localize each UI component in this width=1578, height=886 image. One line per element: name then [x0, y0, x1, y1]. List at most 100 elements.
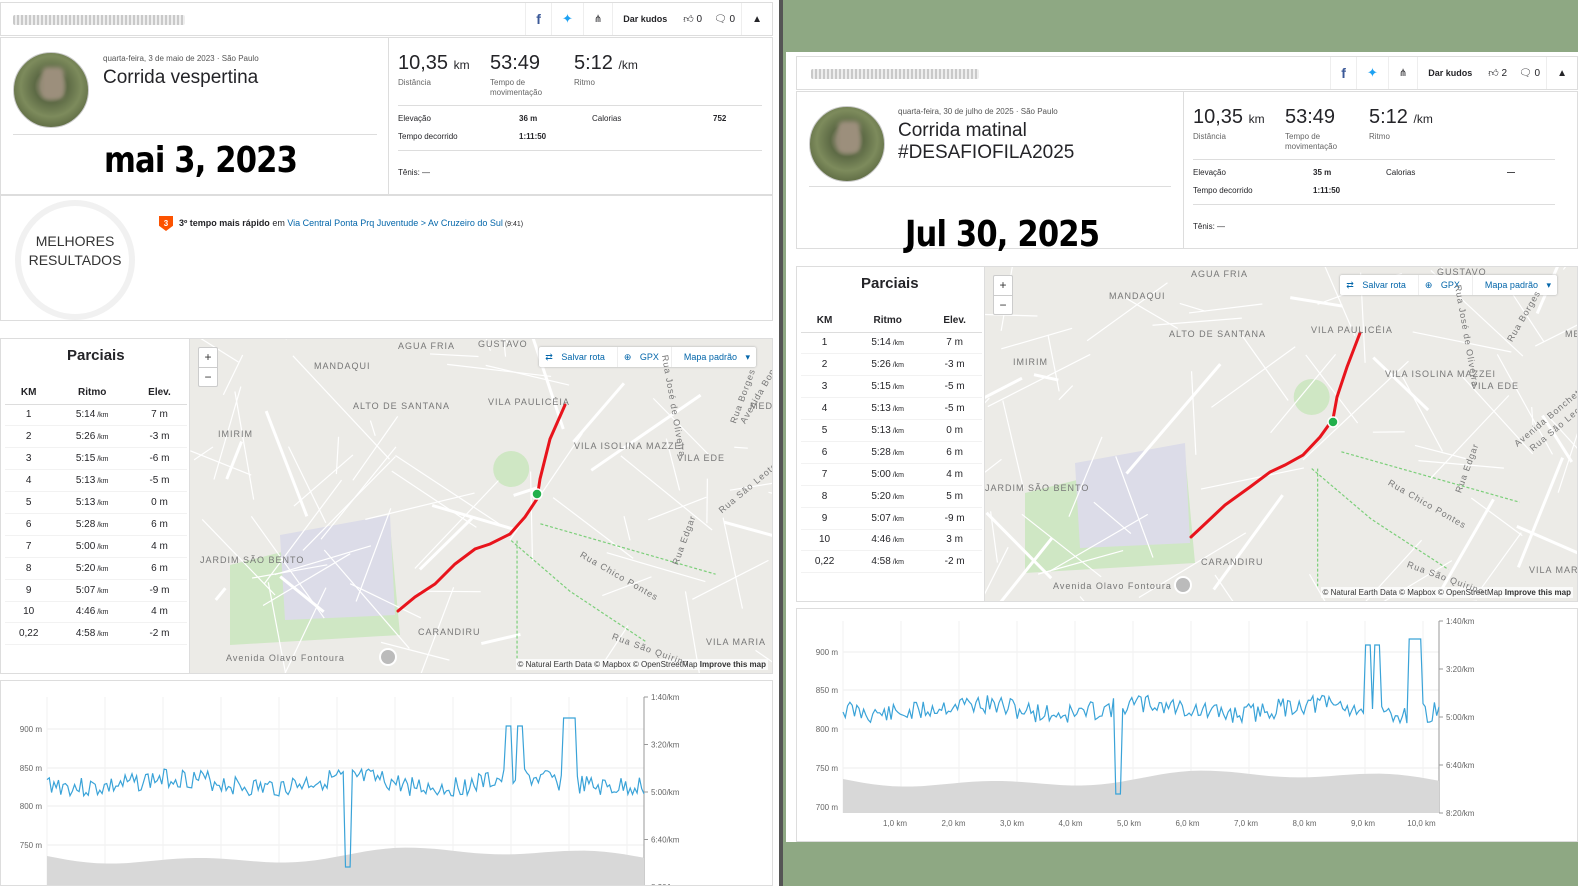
split-pace: 5:20: [75, 562, 96, 574]
segment-link[interactable]: Via Central Ponta Prq Juventude > Av Cru…: [287, 217, 503, 228]
shoes-label: Tênis: —: [398, 168, 431, 177]
split-elev: -5 m: [927, 397, 982, 421]
street: [264, 410, 309, 517]
distance-stat: 10,35 km: [398, 52, 470, 75]
pace-value: 5:12: [1369, 106, 1408, 128]
avatar[interactable]: [809, 106, 885, 182]
street: [1211, 346, 1296, 408]
map-style-dropdown[interactable]: Mapa padrão ▾: [670, 347, 756, 367]
elevation-chart-canvas[interactable]: 900 m 850 m 800 m 750 m 1:40/km 3:20/km 5:00/k…: [1, 681, 773, 886]
split-km: 10: [5, 601, 53, 624]
pace-axis-label: 8:20/km: [1446, 809, 1475, 818]
map-style-dropdown[interactable]: Mapa padrão ▾: [1471, 275, 1557, 295]
improve-map-link[interactable]: Improve this map: [699, 660, 766, 669]
improve-map-link[interactable]: Improve this map: [1504, 588, 1571, 597]
save-route-button[interactable]: ⇄ Salvar rota: [1340, 275, 1418, 295]
street: [1021, 513, 1102, 578]
street: [648, 496, 707, 521]
street: [1462, 376, 1534, 455]
y-axis-label: 850 m: [816, 686, 839, 695]
kudos-count[interactable]: 👍︎ 2: [1482, 57, 1513, 89]
collapse-chevron-icon[interactable]: ▲: [741, 3, 772, 35]
pace-axis-label: 3:20/km: [1446, 665, 1475, 674]
street: [999, 537, 1054, 601]
gpx-label: GPX: [1440, 280, 1460, 290]
splits-header-row: KM Ritmo Elev.: [801, 310, 982, 333]
zoom-in-button[interactable]: +: [999, 278, 1007, 292]
kudos-count[interactable]: 👍︎ 0: [677, 3, 708, 35]
zoom-out-button[interactable]: −: [994, 295, 1012, 314]
gpx-button[interactable]: ⊕ GPX: [1417, 275, 1472, 295]
split-elev: -3 m: [131, 425, 187, 449]
split-row: 7 5:00 /km 4 m: [801, 463, 982, 486]
map-canvas[interactable]: [190, 339, 773, 674]
overlay-date: mai 3, 2023: [104, 140, 298, 181]
avatar[interactable]: [13, 52, 89, 128]
splits-grid: KM Ritmo Elev. 1 5:14 /km 7 m 2 5:26 /km -3 m 3 5:…: [5, 382, 187, 646]
map-label: GUSTAVO: [1437, 267, 1487, 277]
separator: [13, 134, 377, 135]
activity-page-2023: f ✦ ⋔ Dar kudos 👍︎ 0 🗨︎ 0 ▲ quarta-feira…: [0, 0, 779, 886]
split-pace: 5:07: [75, 584, 96, 596]
map-label: VILA ISOLINA MAZZEI: [1385, 369, 1497, 379]
share-icon[interactable]: ⋔: [1387, 57, 1417, 89]
attribution-text[interactable]: © Natural Earth Data © Mapbox © OpenStre…: [517, 660, 698, 669]
route-map[interactable]: + − ⇄ Salvar rota ⊕ GPX Mapa padrão ▾ © N…: [189, 338, 773, 674]
share-icon[interactable]: ⋔: [582, 3, 612, 35]
laurel-wreath-icon: [15, 200, 135, 320]
elevation-chart-canvas[interactable]: 900 m 850 m 800 m 750 m 700 m 1:40/km 3:20/km 5…: [797, 609, 1578, 842]
street: [251, 564, 328, 579]
split-pace-cell: 5:00 /km: [52, 535, 132, 558]
twitter-share-icon[interactable]: ✦: [550, 3, 583, 35]
comments-count[interactable]: 🗨︎ 0: [708, 3, 741, 35]
route-line: [396, 403, 567, 613]
split-elev: -5 m: [927, 375, 982, 399]
collapse-chevron-icon[interactable]: ▲: [1546, 57, 1577, 89]
save-route-button[interactable]: ⇄ Salvar rota: [539, 347, 617, 367]
zoom-out-button[interactable]: −: [199, 367, 217, 386]
attribution-text[interactable]: © Natural Earth Data © Mapbox © OpenStre…: [1322, 588, 1503, 597]
facebook-share-icon[interactable]: f: [1330, 57, 1356, 89]
split-pace-cell: 4:46 /km: [52, 601, 132, 624]
map-canvas[interactable]: [985, 267, 1578, 602]
separator: [809, 186, 1171, 187]
y-axis-label: 800 m: [816, 725, 839, 734]
split-pace-cell: 5:15 /km: [52, 447, 132, 471]
elapsed-value: 1:11:50: [1313, 186, 1341, 195]
split-row: 2 5:26 /km -3 m: [5, 425, 187, 449]
street: [1190, 371, 1197, 455]
comments-count[interactable]: 🗨︎ 0: [1513, 57, 1546, 89]
street: [250, 515, 325, 619]
split-elev: 7 m: [927, 332, 982, 355]
street: [431, 503, 516, 531]
street: [1324, 267, 1356, 337]
split-pace-unit: /km: [890, 515, 905, 523]
split-km: 6: [5, 513, 53, 536]
street: [420, 587, 455, 673]
route-map[interactable]: + − ⇄ Salvar rota ⊕ GPX Mapa padrão ▾ © N…: [984, 266, 1578, 602]
street: [365, 492, 475, 520]
moving-time-value: 53:49: [490, 52, 541, 74]
map-label: VILA PAULICÉIA: [1311, 325, 1393, 335]
route-start-marker: [1327, 416, 1339, 428]
zoom-in-button[interactable]: +: [204, 350, 212, 364]
split-row: 6 5:28 /km 6 m: [5, 513, 187, 536]
give-kudos-button[interactable]: Dar kudos: [1417, 57, 1482, 89]
split-pace-unit: /km: [890, 362, 905, 370]
street: [429, 353, 479, 358]
split-pace-unit: /km: [890, 428, 905, 435]
separator: [398, 105, 762, 106]
street: [369, 420, 376, 436]
pace-unit: /km: [618, 58, 638, 72]
splits-header-cell: Elev.: [927, 310, 982, 333]
street: [418, 517, 474, 571]
facebook-share-icon[interactable]: f: [525, 3, 551, 35]
split-pace: 4:46: [871, 534, 891, 546]
separator: [1193, 204, 1555, 205]
street: [1115, 456, 1154, 558]
twitter-share-icon[interactable]: ✦: [1355, 57, 1388, 89]
give-kudos-button[interactable]: Dar kudos: [612, 3, 677, 35]
split-pace-unit: /km: [95, 434, 109, 442]
street: [1212, 494, 1284, 591]
gpx-button[interactable]: ⊕ GPX: [616, 347, 671, 367]
